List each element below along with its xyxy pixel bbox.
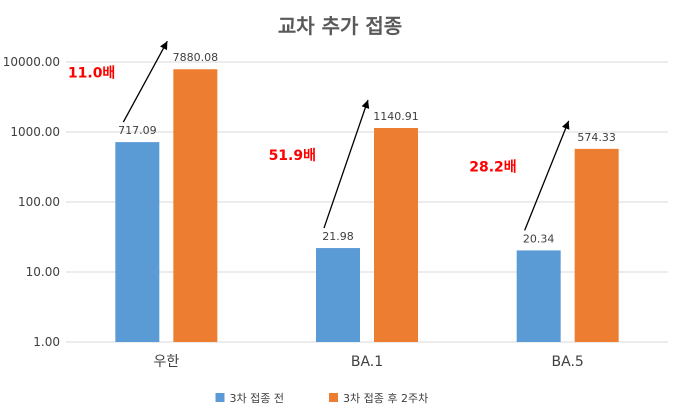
bar-after-1 xyxy=(374,127,418,342)
y-tick-label: 10000.00 xyxy=(3,55,60,69)
increase-arrow xyxy=(122,40,168,123)
data-label: 574.33 xyxy=(577,131,616,144)
x-tick-label: BA.5 xyxy=(552,354,584,370)
legend: 3차 접종 전 3차 접종 후 2주차 xyxy=(215,392,428,405)
y-axis-ticks: 1.00 10.00 100.00 1000.00 10000.00 xyxy=(3,55,60,349)
x-axis-ticks: 우한 BA.1 BA.5 xyxy=(153,354,583,370)
ratio-annotation: 28.2배 xyxy=(469,160,516,176)
legend-swatch xyxy=(329,393,338,402)
y-tick-label: 100.00 xyxy=(18,195,60,209)
data-label: 1140.91 xyxy=(373,110,419,123)
chart-title: 교차 추가 접종 xyxy=(278,14,402,38)
bar-before-0 xyxy=(115,142,160,342)
arrow-head xyxy=(159,41,168,51)
data-label: 20.34 xyxy=(523,232,555,245)
x-tick-label: 우한 xyxy=(153,354,179,370)
legend-label: 3차 접종 후 2주차 xyxy=(343,392,428,405)
data-label: 7880.08 xyxy=(173,51,219,64)
legend-swatch xyxy=(215,393,225,402)
legend-label: 3차 접종 전 xyxy=(230,392,284,405)
data-labels: 717.09 7880.08 21.98 1140.91 20.34 574.33 xyxy=(118,51,616,245)
x-tick-label: BA.1 xyxy=(351,354,383,370)
annotations: 11.0배 51.9배 28.2배 xyxy=(68,40,570,231)
bar-after-0 xyxy=(173,69,218,342)
gridlines xyxy=(66,61,668,343)
bars xyxy=(115,69,619,342)
data-label: 21.98 xyxy=(322,230,354,243)
ratio-annotation: 51.9배 xyxy=(269,148,316,164)
increase-arrow xyxy=(524,120,570,231)
y-tick-label: 10.00 xyxy=(26,265,60,279)
arrow-head xyxy=(361,99,370,109)
bar-before-2 xyxy=(516,250,561,342)
y-tick-label: 1.00 xyxy=(33,335,60,349)
arrow-head xyxy=(561,120,570,130)
bar-after-2 xyxy=(574,148,619,342)
bar-before-1 xyxy=(316,248,360,342)
ratio-annotation: 11.0배 xyxy=(68,66,115,82)
increase-arrow xyxy=(323,99,369,229)
data-label: 717.09 xyxy=(118,124,157,137)
y-tick-label: 1000.00 xyxy=(10,125,60,139)
